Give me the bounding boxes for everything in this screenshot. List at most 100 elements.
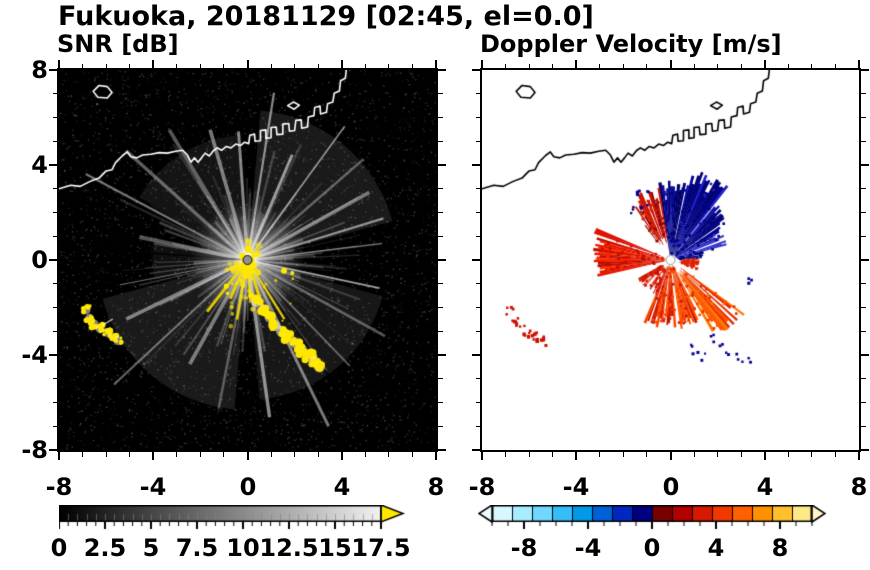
- y-tick-label: -4: [21, 341, 48, 369]
- colorbar-tick-label: -8: [510, 534, 538, 562]
- axis-tick: [438, 117, 443, 118]
- axis-tick: [52, 140, 57, 142]
- colorbar-tick-label: 0: [643, 534, 661, 562]
- axis-tick: [472, 354, 480, 356]
- axis-tick: [861, 402, 866, 403]
- axis-tick: [82, 63, 84, 68]
- axis-tick: [552, 452, 554, 457]
- axis-tick: [861, 378, 866, 380]
- snr-plot-panel: [49, 60, 446, 460]
- axis-tick: [49, 354, 57, 356]
- axis-tick: [438, 93, 443, 95]
- axis-tick: [176, 63, 178, 68]
- axis-tick: [811, 452, 813, 457]
- axis-tick: [49, 69, 57, 71]
- axis-tick: [52, 283, 57, 285]
- axis-tick: [438, 354, 446, 356]
- axis-tick: [861, 140, 866, 142]
- axis-tick: [364, 63, 366, 68]
- axis-tick: [787, 63, 789, 68]
- axis-tick: [52, 235, 57, 237]
- axis-tick: [438, 402, 443, 403]
- axis-tick: [438, 212, 443, 213]
- axis-tick: [552, 63, 554, 68]
- axis-tick: [52, 93, 57, 95]
- axis-tick: [763, 452, 766, 460]
- axis-tick: [49, 164, 57, 166]
- axis-tick: [411, 63, 413, 68]
- axis-tick: [861, 212, 866, 213]
- axis-tick: [317, 63, 319, 68]
- axis-tick: [861, 307, 866, 308]
- axis-tick: [472, 69, 480, 71]
- axis-tick: [435, 452, 437, 460]
- axis-tick: [294, 452, 296, 457]
- axis-tick: [861, 69, 869, 71]
- axis-tick: [438, 283, 443, 285]
- axis-tick: [472, 164, 480, 166]
- axis-tick: [246, 60, 249, 68]
- axis-tick: [340, 452, 343, 460]
- axis-tick: [575, 452, 578, 460]
- axis-tick: [438, 378, 443, 380]
- axis-tick: [388, 63, 390, 68]
- axis-tick: [388, 452, 390, 457]
- axis-tick: [52, 330, 57, 332]
- axis-tick: [49, 259, 57, 261]
- axis-tick: [52, 188, 57, 190]
- axis-tick: [199, 452, 201, 457]
- axis-tick: [475, 402, 480, 403]
- axis-tick: [58, 60, 60, 68]
- colorbar-tick-label: -4: [574, 534, 602, 562]
- axis-tick: [52, 212, 57, 213]
- colorbar-tick-label: 12.5: [259, 534, 319, 562]
- axis-tick: [481, 60, 483, 68]
- axis-tick: [740, 63, 742, 68]
- axis-tick: [475, 330, 480, 332]
- axis-tick: [646, 63, 648, 68]
- axis-tick: [787, 452, 789, 457]
- axis-tick: [528, 452, 530, 457]
- axis-tick: [176, 452, 178, 457]
- y-tick-label: 4: [31, 151, 48, 179]
- axis-tick: [858, 60, 860, 68]
- y-tick-label: 8: [31, 56, 48, 84]
- axis-tick: [475, 307, 480, 308]
- axis-tick: [129, 63, 131, 68]
- colorbar-tick-label: 4: [707, 534, 725, 562]
- figure-title: Fukuoka, 20181129 [02:45, el=0.0]: [58, 1, 594, 32]
- axis-tick: [575, 60, 578, 68]
- axis-tick: [861, 235, 866, 237]
- axis-tick: [317, 452, 319, 457]
- axis-tick: [52, 425, 57, 427]
- axis-tick: [58, 452, 60, 460]
- axis-tick: [622, 63, 624, 68]
- axis-tick: [129, 452, 131, 457]
- axis-tick: [438, 140, 443, 142]
- axis-tick: [438, 259, 446, 261]
- colorbar-tick-label: 5: [142, 534, 160, 562]
- axis-tick: [693, 63, 695, 68]
- axis-tick: [481, 452, 483, 460]
- axis-tick: [861, 164, 869, 166]
- axis-tick: [223, 63, 225, 68]
- colorbar-tick-label: 15: [318, 534, 352, 562]
- axis-tick: [505, 63, 507, 68]
- colorbar-tick-label: 0: [50, 534, 68, 562]
- y-tick-label: -8: [21, 436, 48, 464]
- axis-tick: [717, 452, 719, 457]
- axis-tick: [223, 452, 225, 457]
- axis-tick: [438, 330, 443, 332]
- axis-tick: [152, 60, 155, 68]
- axis-tick: [475, 425, 480, 427]
- axis-tick: [435, 60, 437, 68]
- axis-tick: [861, 117, 866, 118]
- axis-tick: [246, 452, 249, 460]
- y-tick-label: 0: [31, 246, 48, 274]
- axis-tick: [152, 452, 155, 460]
- x-tick-label: 4: [333, 473, 351, 501]
- axis-tick: [364, 452, 366, 457]
- axis-tick: [411, 452, 413, 457]
- x-tick-label: 4: [756, 473, 774, 501]
- axis-tick: [834, 452, 836, 457]
